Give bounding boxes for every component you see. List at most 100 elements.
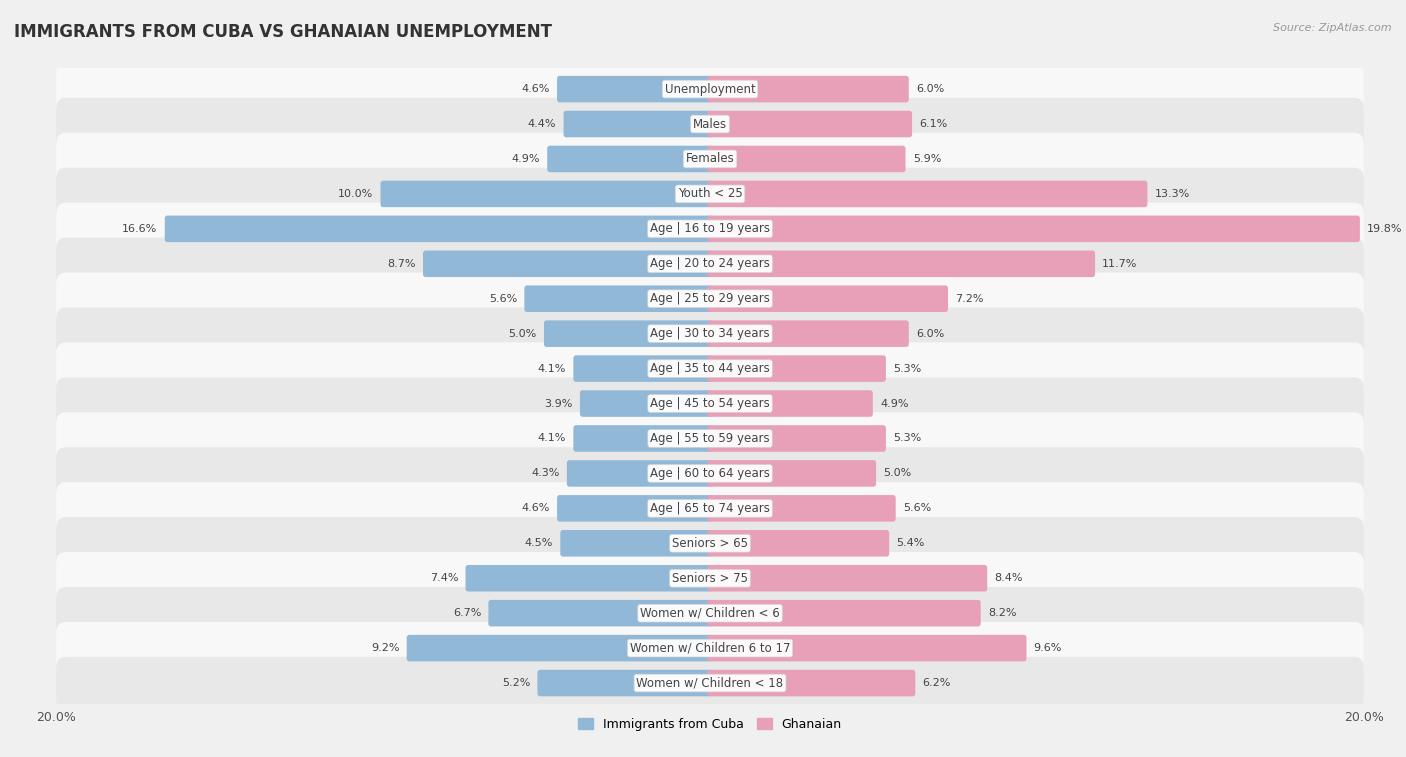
Text: Women w/ Children < 18: Women w/ Children < 18 <box>637 677 783 690</box>
FancyBboxPatch shape <box>56 98 1364 150</box>
FancyBboxPatch shape <box>574 355 713 382</box>
FancyBboxPatch shape <box>579 391 713 417</box>
Text: Women w/ Children 6 to 17: Women w/ Children 6 to 17 <box>630 642 790 655</box>
FancyBboxPatch shape <box>537 670 713 696</box>
Text: 5.2%: 5.2% <box>502 678 530 688</box>
Text: Age | 30 to 34 years: Age | 30 to 34 years <box>650 327 770 340</box>
Text: 5.6%: 5.6% <box>903 503 931 513</box>
Text: Age | 65 to 74 years: Age | 65 to 74 years <box>650 502 770 515</box>
Text: 6.1%: 6.1% <box>920 119 948 129</box>
FancyBboxPatch shape <box>465 565 713 591</box>
Text: 4.9%: 4.9% <box>880 398 908 409</box>
FancyBboxPatch shape <box>56 273 1364 325</box>
Text: 9.6%: 9.6% <box>1033 643 1062 653</box>
FancyBboxPatch shape <box>56 447 1364 500</box>
FancyBboxPatch shape <box>707 530 889 556</box>
Text: 4.6%: 4.6% <box>522 503 550 513</box>
Text: Age | 60 to 64 years: Age | 60 to 64 years <box>650 467 770 480</box>
Text: 7.4%: 7.4% <box>430 573 458 583</box>
Text: 4.1%: 4.1% <box>538 434 567 444</box>
FancyBboxPatch shape <box>574 425 713 452</box>
Text: Source: ZipAtlas.com: Source: ZipAtlas.com <box>1274 23 1392 33</box>
FancyBboxPatch shape <box>56 238 1364 290</box>
Text: Age | 25 to 29 years: Age | 25 to 29 years <box>650 292 770 305</box>
Text: 4.9%: 4.9% <box>512 154 540 164</box>
FancyBboxPatch shape <box>406 635 713 662</box>
Text: 4.5%: 4.5% <box>524 538 553 548</box>
FancyBboxPatch shape <box>564 111 713 137</box>
Text: Unemployment: Unemployment <box>665 83 755 95</box>
FancyBboxPatch shape <box>56 622 1364 674</box>
FancyBboxPatch shape <box>707 460 876 487</box>
FancyBboxPatch shape <box>707 495 896 522</box>
Text: Seniors > 65: Seniors > 65 <box>672 537 748 550</box>
FancyBboxPatch shape <box>56 482 1364 534</box>
Text: Age | 35 to 44 years: Age | 35 to 44 years <box>650 362 770 375</box>
FancyBboxPatch shape <box>381 181 713 207</box>
FancyBboxPatch shape <box>707 600 981 627</box>
Text: 8.4%: 8.4% <box>994 573 1024 583</box>
Text: 4.4%: 4.4% <box>527 119 557 129</box>
Text: 4.6%: 4.6% <box>522 84 550 94</box>
Text: Age | 45 to 54 years: Age | 45 to 54 years <box>650 397 770 410</box>
Text: Females: Females <box>686 152 734 166</box>
Text: 6.7%: 6.7% <box>453 608 481 618</box>
FancyBboxPatch shape <box>423 251 713 277</box>
FancyBboxPatch shape <box>165 216 713 242</box>
FancyBboxPatch shape <box>707 216 1360 242</box>
Legend: Immigrants from Cuba, Ghanaian: Immigrants from Cuba, Ghanaian <box>574 713 846 736</box>
FancyBboxPatch shape <box>707 635 1026 662</box>
FancyBboxPatch shape <box>56 132 1364 185</box>
FancyBboxPatch shape <box>707 670 915 696</box>
FancyBboxPatch shape <box>707 425 886 452</box>
Text: 7.2%: 7.2% <box>955 294 984 304</box>
Text: 5.0%: 5.0% <box>509 329 537 338</box>
Text: 16.6%: 16.6% <box>122 224 157 234</box>
Text: 4.1%: 4.1% <box>538 363 567 374</box>
FancyBboxPatch shape <box>544 320 713 347</box>
Text: Age | 20 to 24 years: Age | 20 to 24 years <box>650 257 770 270</box>
FancyBboxPatch shape <box>56 63 1364 115</box>
Text: Age | 55 to 59 years: Age | 55 to 59 years <box>650 432 770 445</box>
Text: 5.3%: 5.3% <box>893 363 921 374</box>
FancyBboxPatch shape <box>56 342 1364 395</box>
FancyBboxPatch shape <box>524 285 713 312</box>
FancyBboxPatch shape <box>707 565 987 591</box>
Text: Women w/ Children < 6: Women w/ Children < 6 <box>640 606 780 620</box>
Text: 9.2%: 9.2% <box>371 643 399 653</box>
FancyBboxPatch shape <box>56 552 1364 604</box>
Text: Males: Males <box>693 117 727 130</box>
Text: Youth < 25: Youth < 25 <box>678 188 742 201</box>
Text: 6.0%: 6.0% <box>915 84 945 94</box>
Text: 6.0%: 6.0% <box>915 329 945 338</box>
FancyBboxPatch shape <box>56 413 1364 465</box>
FancyBboxPatch shape <box>56 587 1364 640</box>
Text: 8.7%: 8.7% <box>387 259 416 269</box>
FancyBboxPatch shape <box>557 495 713 522</box>
FancyBboxPatch shape <box>488 600 713 627</box>
Text: 19.8%: 19.8% <box>1367 224 1403 234</box>
Text: 4.3%: 4.3% <box>531 469 560 478</box>
FancyBboxPatch shape <box>56 168 1364 220</box>
FancyBboxPatch shape <box>707 145 905 173</box>
FancyBboxPatch shape <box>557 76 713 102</box>
Text: Age | 16 to 19 years: Age | 16 to 19 years <box>650 223 770 235</box>
FancyBboxPatch shape <box>707 320 908 347</box>
Text: 11.7%: 11.7% <box>1102 259 1137 269</box>
Text: 5.3%: 5.3% <box>893 434 921 444</box>
FancyBboxPatch shape <box>56 307 1364 360</box>
Text: 3.9%: 3.9% <box>544 398 572 409</box>
Text: 13.3%: 13.3% <box>1154 189 1189 199</box>
FancyBboxPatch shape <box>707 181 1147 207</box>
FancyBboxPatch shape <box>707 111 912 137</box>
FancyBboxPatch shape <box>56 657 1364 709</box>
Text: 5.6%: 5.6% <box>489 294 517 304</box>
FancyBboxPatch shape <box>547 145 713 173</box>
FancyBboxPatch shape <box>56 377 1364 430</box>
FancyBboxPatch shape <box>56 203 1364 255</box>
FancyBboxPatch shape <box>707 391 873 417</box>
FancyBboxPatch shape <box>707 355 886 382</box>
FancyBboxPatch shape <box>707 251 1095 277</box>
FancyBboxPatch shape <box>567 460 713 487</box>
FancyBboxPatch shape <box>707 285 948 312</box>
